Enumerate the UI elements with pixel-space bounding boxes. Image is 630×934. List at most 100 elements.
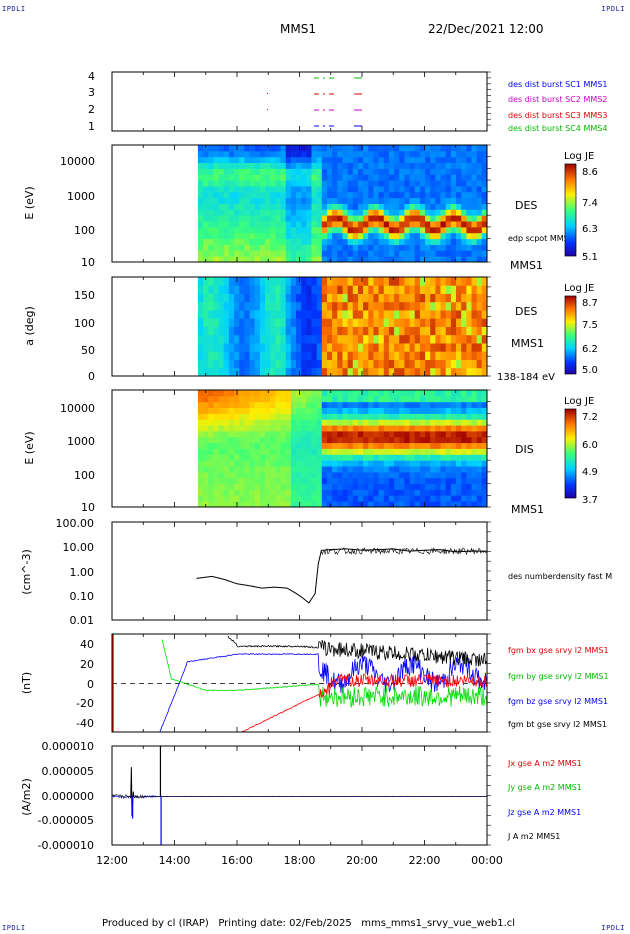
dis-energy-ytick: 100 [74, 469, 95, 482]
time-axis-tick: 00:00 [471, 854, 503, 867]
corner-label-bottom-right: IPDLI [601, 924, 625, 932]
legend-by: fgm by gse srvy l2 MMS1 [508, 672, 609, 681]
dis-energy-colorbar-tick: 4.9 [582, 467, 598, 478]
current-ytick: 0.000005 [42, 765, 95, 778]
time-axis-tick: 14:00 [159, 854, 191, 867]
des-energy-colorbar-tick: 5.1 [582, 252, 598, 263]
mag-bt-line [227, 635, 487, 667]
mag-ytick: 0 [87, 678, 94, 691]
time-axis-tick: 12:00 [96, 854, 128, 867]
des-energy-ylabel: E (eV) [23, 186, 36, 219]
time-axis-tick: 22:00 [409, 854, 441, 867]
current-ytick: 0.000010 [42, 740, 95, 753]
des-energy-spacecraft-label: MMS1 [510, 259, 543, 272]
des-energy-ytick: 10 [81, 256, 95, 269]
legend-mms4-burst: des dist burst SC4 MMS4 [508, 124, 607, 133]
des-energy-colorbar: Log JE 8.6 7.4 6.3 5.1 [564, 151, 598, 263]
legend-bx: fgm bx gse srvy l2 MMS1 [508, 646, 609, 655]
des-energy-ytick: 10000 [60, 155, 95, 168]
des-energy-spectrogram [197, 145, 487, 262]
density-series-noise [321, 547, 487, 556]
current-j-spike [130, 767, 135, 817]
dis-energy-ytick: 10 [81, 501, 95, 514]
dis-energy-colorbar-tick: 6.0 [582, 440, 598, 451]
edp-scpot-label: edp scpot MMS1 [508, 234, 574, 243]
des-energy-colorbar-tick: 7.4 [582, 198, 598, 209]
dis-energy-colorbar-tick: 7.2 [582, 412, 598, 423]
legend-mms3-burst: des dist burst SC3 MMS3 [508, 111, 607, 120]
dis-energy-instrument-label: DIS [515, 443, 534, 456]
des-pitch-ytick: 50 [81, 344, 95, 357]
legend-j: J A m2 MMS1 [507, 832, 560, 841]
mag-series-group [112, 634, 487, 732]
current-ytick: 0.000000 [42, 790, 95, 803]
dis-energy-colorbar-tick: 3.7 [582, 495, 598, 506]
current-ytick: -0.000010 [38, 839, 94, 852]
des-pitch-ytick: 150 [74, 289, 95, 302]
des-pitch-colorbar-tick: 5.0 [582, 365, 598, 376]
mag-bz-line [159, 653, 487, 732]
des-pitch-colorbar: Log JE 8.7 7.5 6.2 5.0 [564, 283, 598, 376]
legend-jx: Jx gse A m2 MMS1 [507, 759, 582, 768]
des-pitch-spacecraft-label: MMS1 [511, 337, 544, 350]
density-series-line [196, 548, 487, 604]
burst-panel-frame [111, 71, 488, 132]
density-ytick: 0.01 [70, 614, 95, 627]
dis-energy-ylabel: E (eV) [23, 431, 36, 464]
des-energy-colorbar-title: Log JE [564, 151, 594, 162]
corner-label-bottom-left: IPDLI [2, 924, 26, 932]
density-ytick: 0.10 [70, 590, 95, 603]
des-energy-colorbar-tick: 6.3 [582, 224, 598, 235]
legend-mms1-burst: des dist burst SC1 MMS1 [508, 80, 607, 89]
density-ytick: 1.00 [70, 566, 95, 579]
burst-marker [267, 109, 268, 110]
density-ytick: 100.00 [56, 517, 95, 530]
des-pitch-energy-range: 138-184 eV [497, 372, 555, 383]
des-pitch-ylabel: a (deg) [23, 306, 36, 346]
des-pitch-ytick: 0 [88, 370, 95, 383]
time-axis-tick: 16:00 [221, 854, 253, 867]
des-energy-ytick: 1000 [67, 190, 95, 203]
current-series-group [112, 746, 487, 845]
legend-jz: Jz gse A m2 MMS1 [507, 808, 581, 817]
time-axis-tick: 20:00 [346, 854, 378, 867]
legend-mms2-burst: des dist burst SC2 MMS2 [508, 95, 607, 104]
density-panel-frame [111, 521, 488, 621]
burst-ytick: 3 [88, 86, 95, 99]
des-pitch-instrument-label: DES [515, 305, 537, 318]
current-j-line [112, 793, 487, 800]
dis-energy-colorbar: Log JE 7.2 6.0 4.9 3.7 [564, 396, 598, 506]
time-axis-tick: 18:00 [284, 854, 316, 867]
legend-bz: fgm bz gse srvy l2 MMS1 [508, 697, 608, 706]
des-pitch-colorbar-title: Log JE [564, 283, 594, 294]
mag-bx-line [240, 673, 487, 732]
mag-ytick: -20 [76, 697, 94, 710]
mag-by-line [161, 639, 487, 709]
des-pitch-colorbar-tick: 8.7 [582, 298, 598, 309]
current-ylabel: (A/m2) [20, 778, 33, 816]
current-ytick: -0.000005 [38, 814, 94, 827]
burst-ytick: 2 [88, 103, 95, 116]
corner-label-top-left: IPDLI [2, 5, 26, 13]
mag-ytick: 20 [80, 658, 94, 671]
mag-ytick: 40 [80, 638, 94, 651]
burst-ytick: 1 [88, 120, 95, 133]
footer-credits: Produced by cl (IRAP) Printing date: 02/… [102, 918, 516, 929]
corner-label-top-right: IPDLI [601, 5, 625, 13]
burst-ytick: 4 [88, 70, 95, 83]
legend-density: des numberdensity fast M [508, 572, 612, 581]
dis-energy-ytick: 1000 [67, 435, 95, 448]
dis-energy-ytick: 10000 [60, 402, 95, 415]
burst-marker [267, 93, 268, 94]
des-pitch-colorbar-tick: 7.5 [582, 320, 598, 331]
des-pitch-spectrogram [197, 277, 487, 376]
legend-jy: Jy gse A m2 MMS1 [507, 783, 582, 792]
des-pitch-colorbar-tick: 6.2 [582, 344, 598, 355]
des-energy-ytick: 100 [74, 224, 95, 237]
des-energy-instrument-label: DES [515, 199, 537, 212]
density-ytick: 10.00 [63, 541, 95, 554]
des-energy-colorbar-tick: 8.6 [582, 167, 598, 178]
plot-datetime: 22/Dec/2021 12:00 [428, 22, 544, 36]
legend-bt: fgm bt gse srvy l2 MMS1 [508, 720, 607, 729]
